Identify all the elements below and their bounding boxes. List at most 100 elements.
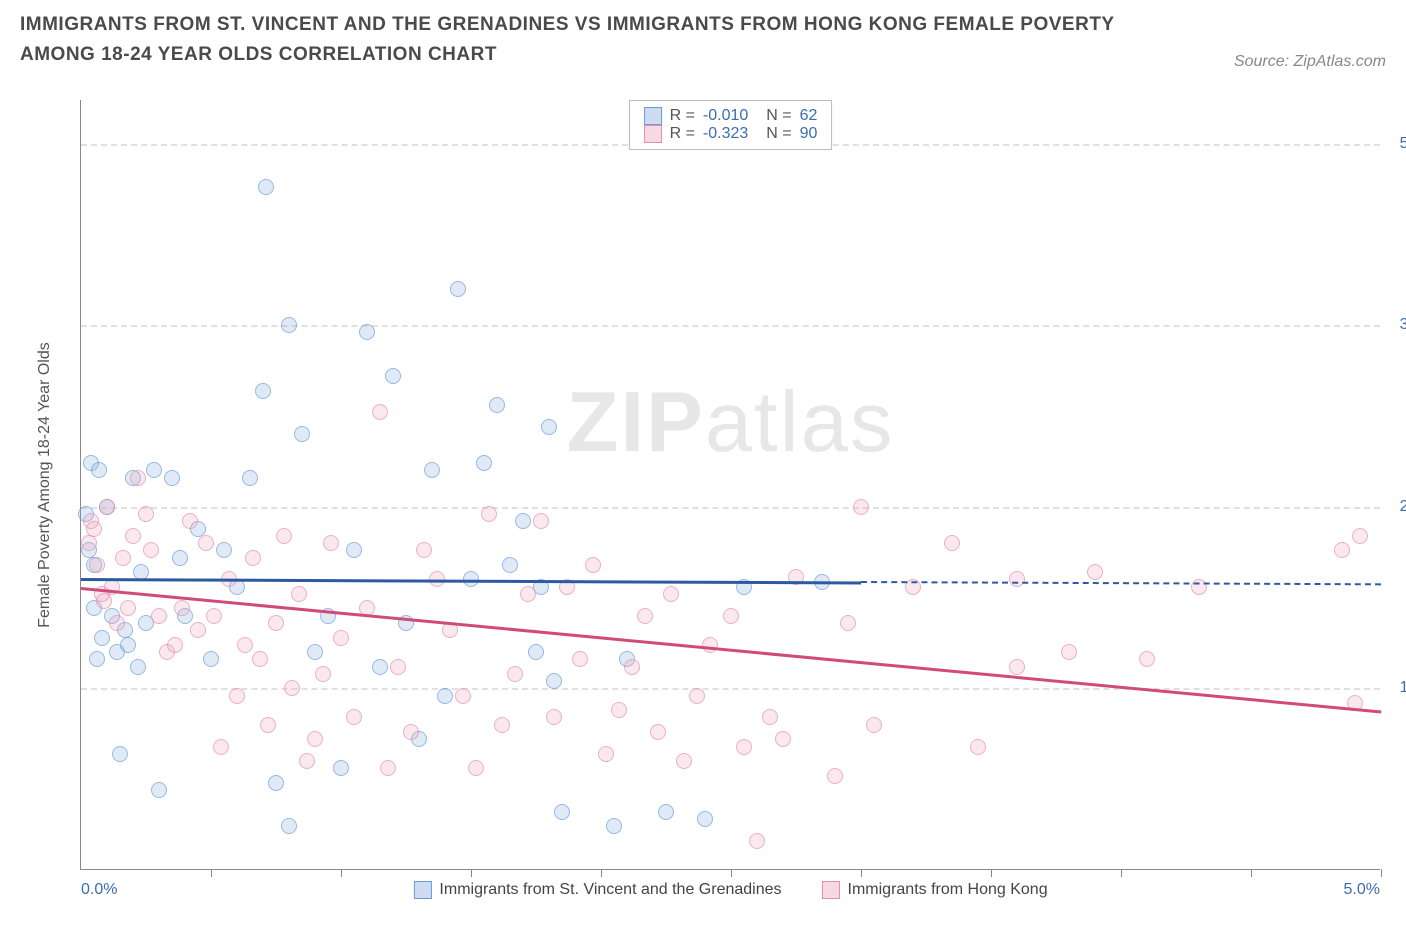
legend-n-value-0: 62 <box>800 107 818 125</box>
data-point <box>424 462 440 478</box>
data-point <box>146 462 162 478</box>
data-point <box>138 506 154 522</box>
data-point <box>182 513 198 529</box>
data-point <box>130 659 146 675</box>
data-point <box>1191 579 1207 595</box>
data-point <box>281 818 297 834</box>
data-point <box>541 419 557 435</box>
data-point <box>697 811 713 827</box>
data-point <box>489 397 505 413</box>
xtick <box>601 869 602 877</box>
data-point <box>450 281 466 297</box>
data-point <box>109 615 125 631</box>
data-point <box>346 709 362 725</box>
legend-swatch-0 <box>644 107 662 125</box>
data-point <box>307 731 323 747</box>
ytick-label: 37.5% <box>1385 316 1406 334</box>
data-point <box>840 615 856 631</box>
data-point <box>528 644 544 660</box>
data-point <box>572 651 588 667</box>
gridline <box>81 325 1380 327</box>
data-point <box>291 586 307 602</box>
data-point <box>307 644 323 660</box>
xtick <box>731 869 732 877</box>
data-point <box>853 499 869 515</box>
legend-r-label-0: R = <box>670 107 695 125</box>
data-point <box>970 739 986 755</box>
data-point <box>546 673 562 689</box>
legend-item-0: Immigrants from St. Vincent and the Gren… <box>413 881 781 899</box>
data-point <box>143 542 159 558</box>
legend-stats-row-0: R = -0.010 N = 62 <box>644 107 818 125</box>
data-point <box>416 542 432 558</box>
data-point <box>164 470 180 486</box>
x-axis-max-label: 5.0% <box>1344 881 1380 899</box>
data-point <box>115 550 131 566</box>
ytick-label: 50.0% <box>1385 135 1406 153</box>
data-point <box>255 383 271 399</box>
gridline <box>81 688 1380 690</box>
data-point <box>268 615 284 631</box>
data-point <box>151 608 167 624</box>
xtick <box>341 869 342 877</box>
data-point <box>242 470 258 486</box>
data-point <box>213 739 229 755</box>
legend-n-label-1: N = <box>766 125 791 143</box>
data-point <box>637 608 653 624</box>
xtick <box>1381 869 1382 877</box>
data-point <box>468 760 484 776</box>
data-point <box>94 630 110 646</box>
data-point <box>252 651 268 667</box>
data-point <box>237 637 253 653</box>
gridline <box>81 507 1380 509</box>
data-point <box>546 709 562 725</box>
data-point <box>1352 528 1368 544</box>
xtick <box>991 869 992 877</box>
legend-stats: R = -0.010 N = 62 R = -0.323 N = 90 <box>629 100 833 150</box>
ytick-label: 25.0% <box>1385 498 1406 516</box>
data-point <box>723 608 739 624</box>
chart-area: Female Poverty Among 18-24 Year Olds ZIP… <box>50 100 1380 870</box>
watermark-light: atlas <box>705 375 895 470</box>
data-point <box>258 179 274 195</box>
data-point <box>284 680 300 696</box>
data-point <box>151 782 167 798</box>
data-point <box>507 666 523 682</box>
data-point <box>1139 651 1155 667</box>
data-point <box>663 586 679 602</box>
data-point <box>476 455 492 471</box>
xtick <box>1251 869 1252 877</box>
data-point <box>372 659 388 675</box>
data-point <box>611 702 627 718</box>
data-point <box>299 753 315 769</box>
xtick <box>1121 869 1122 877</box>
data-point <box>658 804 674 820</box>
data-point <box>120 637 136 653</box>
plot-region: ZIPatlas R = -0.010 N = 62 R = -0.323 N … <box>80 100 1380 870</box>
data-point <box>554 804 570 820</box>
data-point <box>315 666 331 682</box>
legend-r-value-0: -0.010 <box>703 107 748 125</box>
watermark-bold: ZIP <box>567 375 705 470</box>
xtick <box>471 869 472 877</box>
legend-label-0: Immigrants from St. Vincent and the Gren… <box>439 881 781 899</box>
legend-item-1: Immigrants from Hong Kong <box>822 881 1048 899</box>
data-point <box>403 724 419 740</box>
xtick <box>211 869 212 877</box>
data-point <box>96 593 112 609</box>
trend-line <box>81 587 1381 713</box>
data-point <box>1009 659 1025 675</box>
data-point <box>294 426 310 442</box>
data-point <box>385 368 401 384</box>
data-point <box>125 528 141 544</box>
data-point <box>260 717 276 733</box>
data-point <box>216 542 232 558</box>
data-point <box>585 557 601 573</box>
data-point <box>281 317 297 333</box>
data-point <box>1061 644 1077 660</box>
data-point <box>676 753 692 769</box>
data-point <box>112 746 128 762</box>
legend-label-1: Immigrants from Hong Kong <box>848 881 1048 899</box>
data-point <box>81 535 97 551</box>
data-point <box>323 535 339 551</box>
